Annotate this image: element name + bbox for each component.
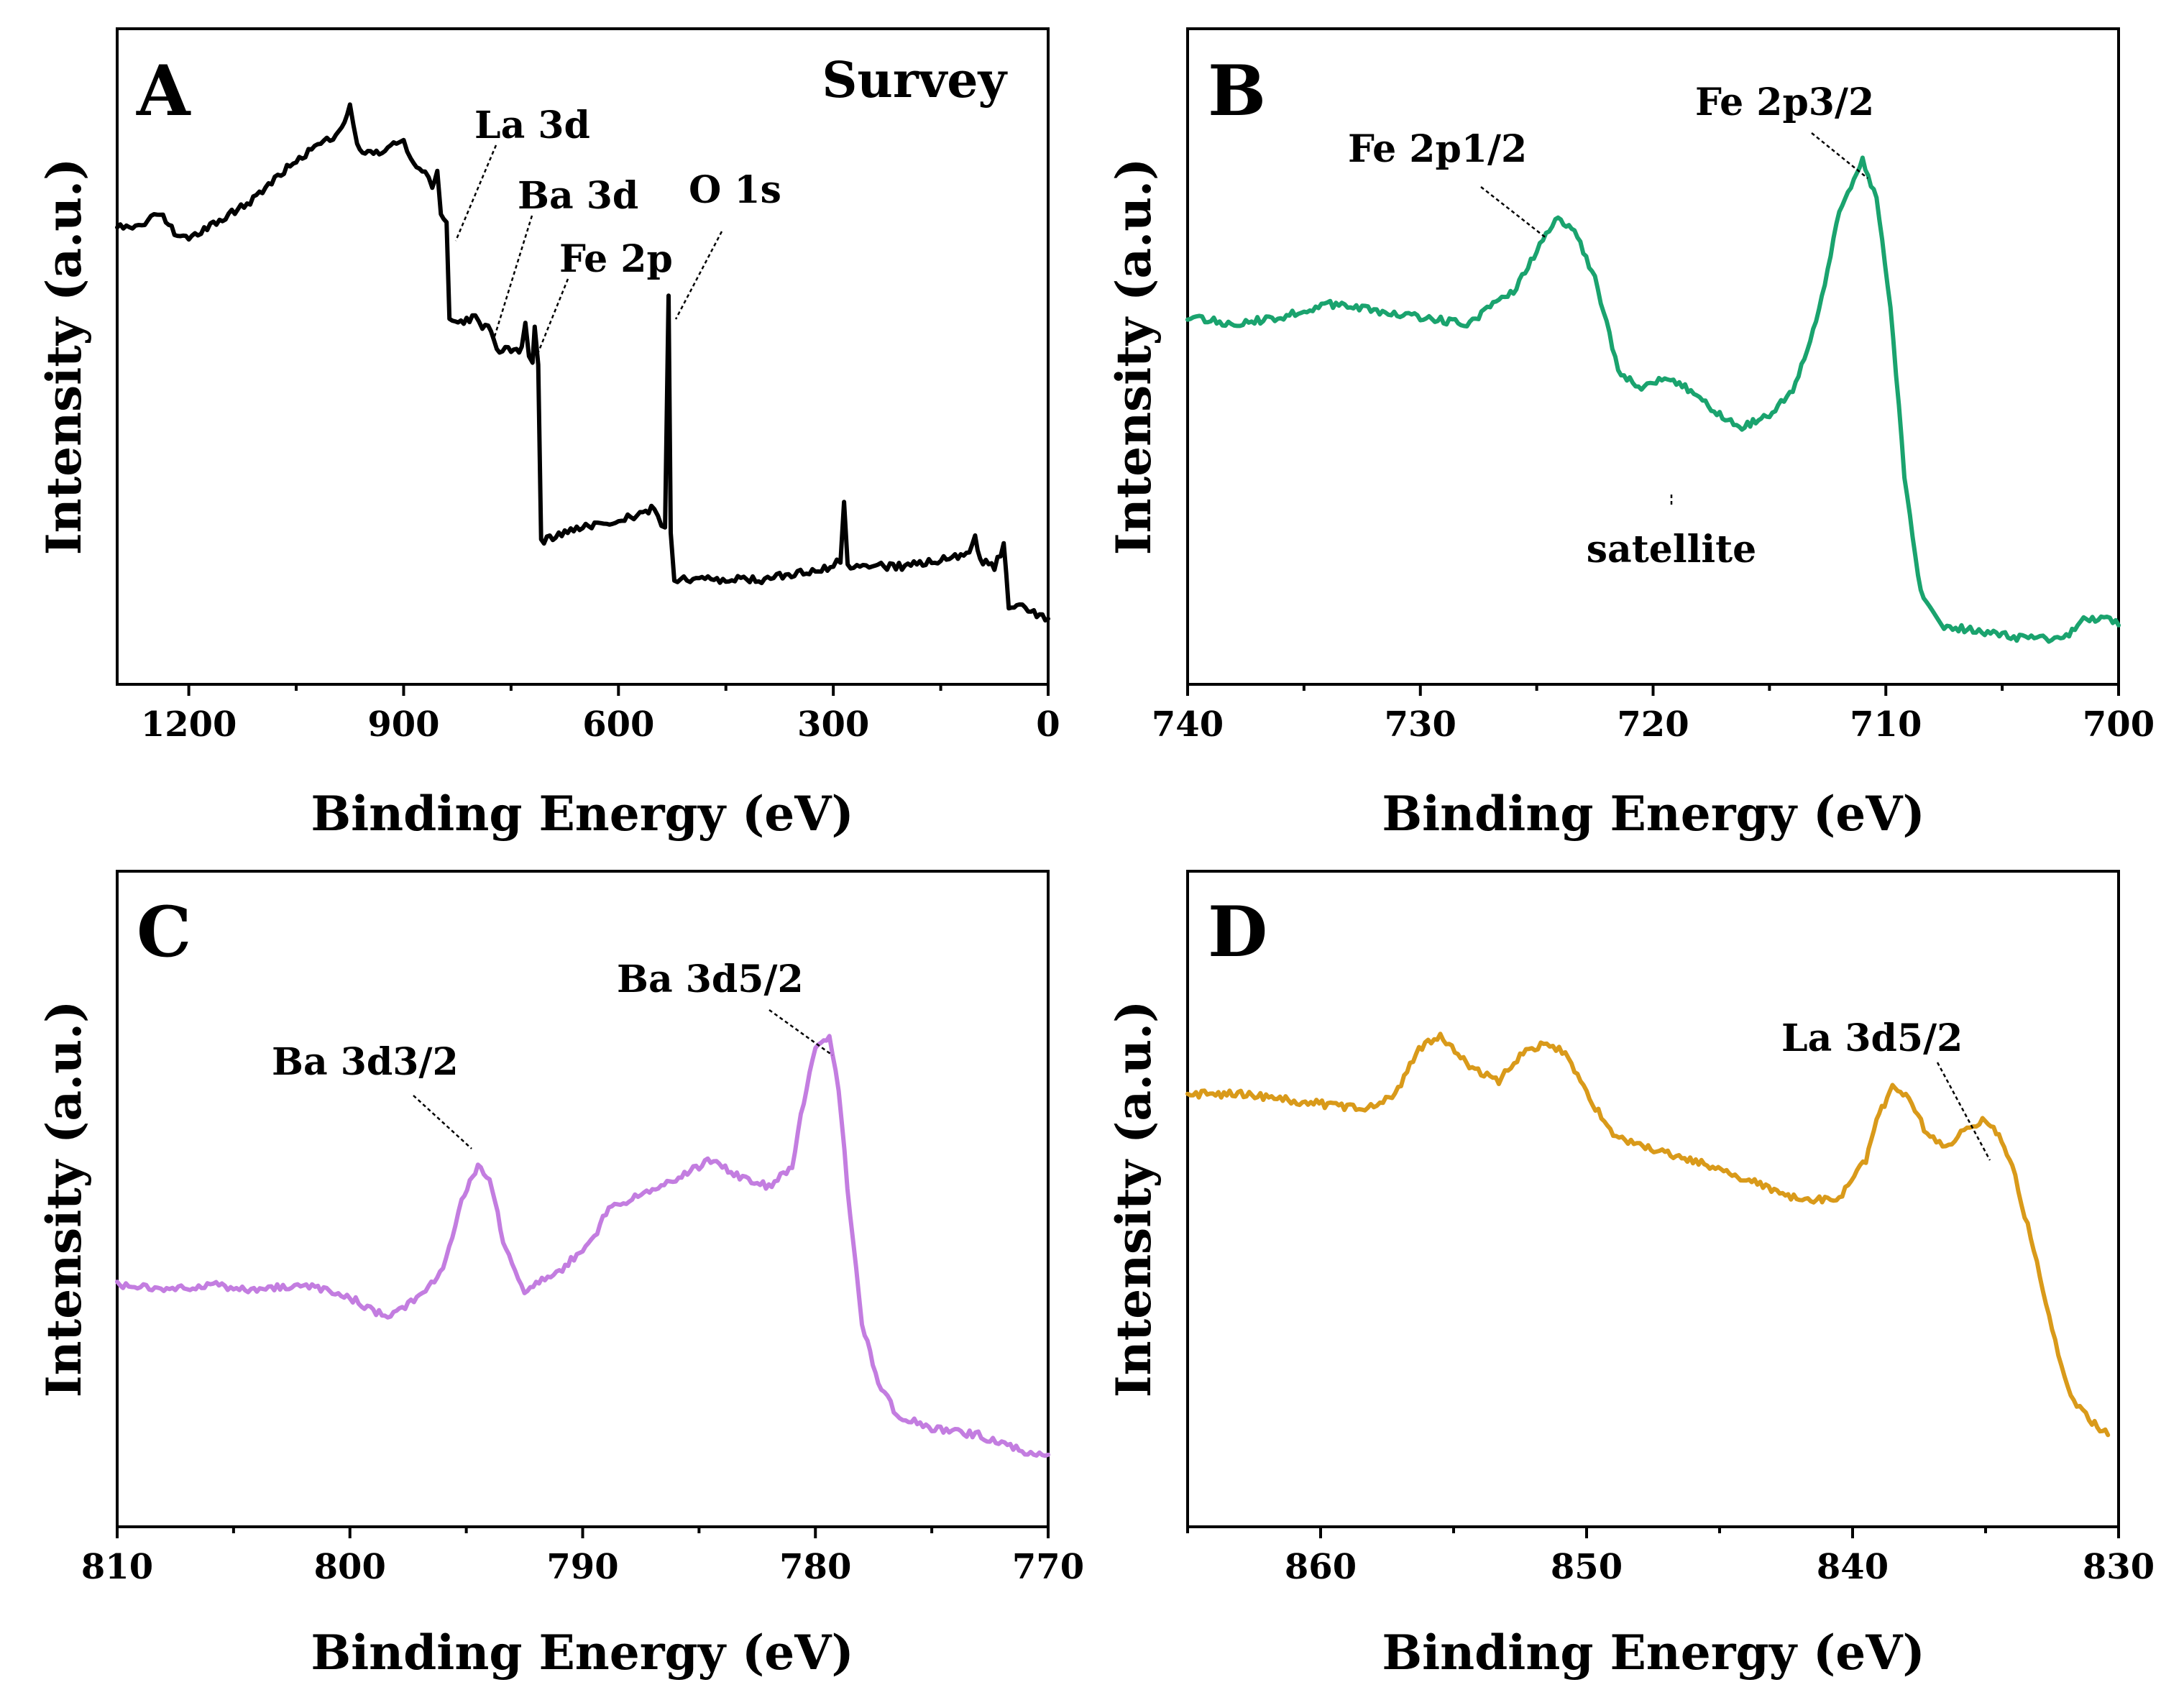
panel-b-xtick-label: 700 [2083,704,2155,745]
panel-a-subtitle: Survey [822,52,1008,109]
panel-b-xtick-label: 720 [1617,704,1689,745]
annotation-la-3d5-2: La 3d5/2 [1781,1016,1963,1060]
panel-b-xtick-label: 730 [1385,704,1456,745]
panel-b-ylabel: Intensity (a.u.) [1106,158,1162,556]
panel-a-xtick-label: 300 [797,704,869,745]
xps-figure: A Survey Binding Energy (eV) Intensity (… [0,0,2184,1695]
annotation-fe-2p1-2: Fe 2p1/2 [1348,127,1527,171]
panel-d-letter: D [1208,891,1267,973]
panel-d-xlabel: Binding Energy (eV) [1382,1625,1924,1681]
panel-a-xtick-label: 600 [582,704,654,745]
panel-c-letter: C [137,891,191,973]
panel-a-ylabel: Intensity (a.u.) [36,158,92,556]
annotation-ba-3d: Ba 3d [518,174,638,218]
panel-c-ylabel: Intensity (a.u.) [36,1001,92,1398]
panel-b-xlabel: Binding Energy (eV) [1382,786,1924,842]
panel-d-xtick-label: 850 [1551,1547,1623,1587]
annotation-o-1s: O 1s [689,168,781,212]
panel-b-xtick-label: 740 [1152,704,1224,745]
panel-a-xtick-label: 0 [1036,704,1060,745]
panel-a-xlabel: Binding Energy (eV) [311,786,853,842]
panel-d-xtick-label: 860 [1285,1547,1357,1587]
panel-c-xtick-label: 790 [546,1547,618,1587]
panel-a-letter: A [136,50,191,132]
annotation-fe-2p3-2: Fe 2p3/2 [1695,81,1874,124]
panel-c-xtick-label: 810 [81,1547,153,1587]
annotation-ba-3d3-2: Ba 3d3/2 [272,1040,459,1084]
panel-b-letter: B [1208,50,1266,132]
panel-c-xlabel: Binding Energy (eV) [311,1625,853,1681]
panel-c-xtick-label: 780 [779,1547,851,1587]
annotation-la-3d: La 3d [474,104,590,147]
panel-c-xtick-label: 770 [1012,1547,1084,1587]
annotation-ba-3d5-2: Ba 3d5/2 [617,957,804,1001]
annotation-fe-2p: Fe 2p [559,237,673,281]
panel-a-xtick-label: 900 [367,704,439,745]
panel-d-xtick-label: 840 [1817,1547,1889,1587]
panel-b-xtick-label: 710 [1850,704,1922,745]
annotation-satellite: satellite [1587,528,1756,571]
panel-d-xtick-label: 830 [2083,1547,2155,1587]
panel-a-xtick-label: 1200 [141,704,237,745]
panel-d-ylabel: Intensity (a.u.) [1106,1001,1162,1398]
panel-c-xtick-label: 800 [314,1547,386,1587]
